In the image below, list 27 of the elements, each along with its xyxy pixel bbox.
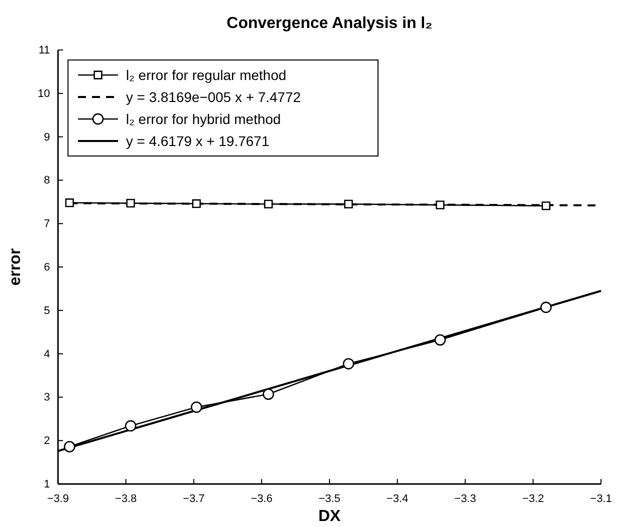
y-tick-label: 10 xyxy=(38,88,50,100)
x-tick-label: −3.5 xyxy=(318,492,340,505)
legend-label: y = 4.6179 x + 19.7671 xyxy=(126,133,270,149)
x-tick-label: −3.3 xyxy=(454,492,476,505)
y-tick-label: 7 xyxy=(44,218,50,230)
y-tick-label: 1 xyxy=(44,478,50,491)
x-tick-label: −3.1 xyxy=(590,492,612,505)
x-tick-label: −3.6 xyxy=(250,492,272,505)
y-tick-label: 2 xyxy=(44,435,50,448)
chart-title: Convergence Analysis in l₂ xyxy=(226,15,432,32)
y-tick-label: 3 xyxy=(44,392,50,404)
legend-label: l₂ error for hybrid method xyxy=(126,111,281,127)
legend-label: l₂ error for regular method xyxy=(126,67,286,83)
x-tick-label: −3.9 xyxy=(47,492,69,505)
x-tick-label: −3.2 xyxy=(522,492,544,505)
y-tick-label: 6 xyxy=(44,262,50,274)
legend-label: y = 3.8169e−005 x + 7.4772 xyxy=(126,89,301,105)
y-tick-label: 11 xyxy=(38,44,50,57)
y-tick-label: 5 xyxy=(44,304,50,317)
y-tick-label: 4 xyxy=(44,348,50,360)
x-tick-label: −3.7 xyxy=(182,492,205,505)
x-tick-label: −3.8 xyxy=(115,492,137,505)
y-axis-title: error xyxy=(7,248,24,286)
x-axis-title: DX xyxy=(318,508,341,525)
x-tick-label: −3.4 xyxy=(386,492,408,505)
y-tick-label: 8 xyxy=(44,174,50,187)
y-tick-label: 9 xyxy=(44,131,50,144)
